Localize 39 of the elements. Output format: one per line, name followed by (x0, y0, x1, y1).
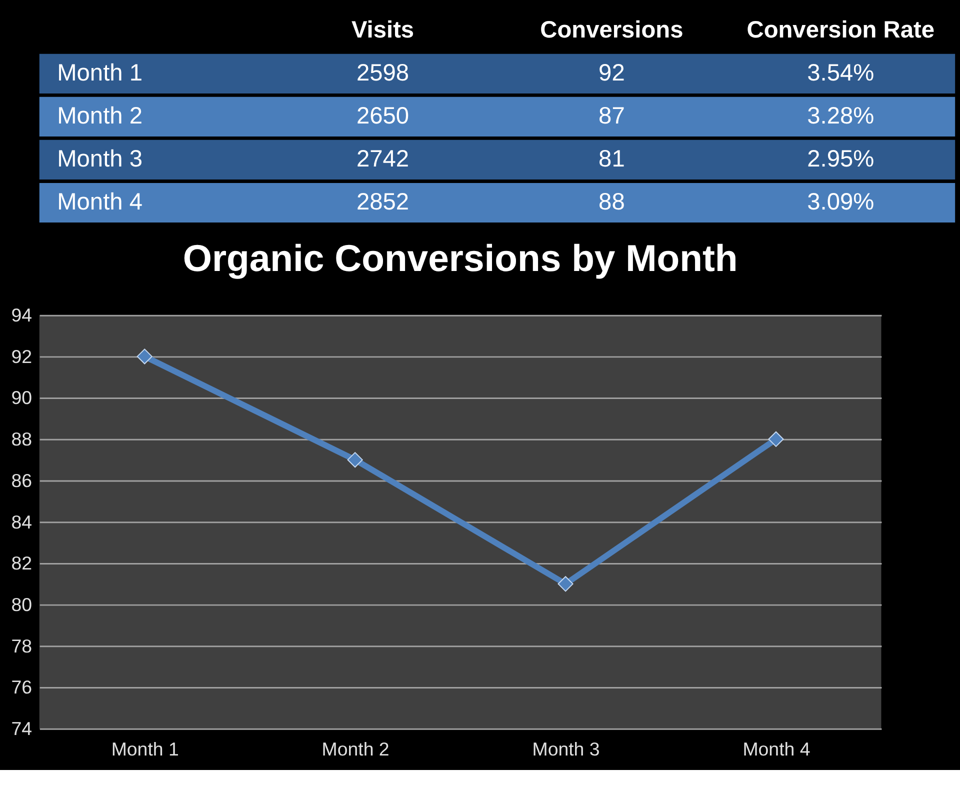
text: 81 (598, 146, 625, 173)
point (347, 452, 363, 468)
text: 2742 (356, 146, 410, 173)
point (768, 431, 784, 447)
text: 87 (598, 104, 625, 130)
category-label: Conversions (540, 18, 684, 44)
y-tick-label: 92 (11, 346, 32, 367)
y-tick-label: 90 (11, 387, 32, 408)
text: 2650 (356, 104, 410, 130)
text: 88 (598, 190, 625, 216)
y-tick-label: 80 (11, 594, 32, 615)
category-label: Conversion Rate (746, 18, 934, 44)
text: 2.95% (807, 146, 874, 173)
x-tick-label: Month 4 (742, 738, 810, 760)
text: 2598 (356, 60, 410, 87)
text: 3.09% (807, 190, 874, 216)
y-tick-label: 76 (11, 676, 32, 698)
y-tick-label: 94 (11, 304, 32, 326)
x-tick-label: Month 3 (532, 738, 600, 760)
y-tick-label: 84 (11, 511, 32, 532)
point (136, 348, 152, 364)
category-label: Month 2 (57, 104, 142, 130)
category-label: Month 1 (57, 60, 142, 87)
y-tick-label: 86 (11, 470, 32, 491)
y-tick-label: 78 (11, 635, 32, 656)
category-label: Month 3 (57, 146, 142, 173)
chart-title: Organic Conversions by Month (182, 236, 738, 279)
text: 92 (598, 60, 625, 87)
point (558, 576, 574, 592)
x-tick-label: Month 1 (111, 738, 179, 760)
category-label: Visits (351, 18, 414, 44)
y-tick-label: 74 (11, 718, 32, 740)
y-tick-label: 82 (11, 552, 32, 574)
text: 3.28% (807, 104, 874, 130)
text: 3.54% (807, 60, 874, 87)
y-tick-label: 88 (11, 428, 32, 450)
x-tick-label: Month 2 (322, 738, 390, 760)
category-label: Month 4 (57, 190, 142, 216)
text: 2852 (356, 190, 410, 216)
